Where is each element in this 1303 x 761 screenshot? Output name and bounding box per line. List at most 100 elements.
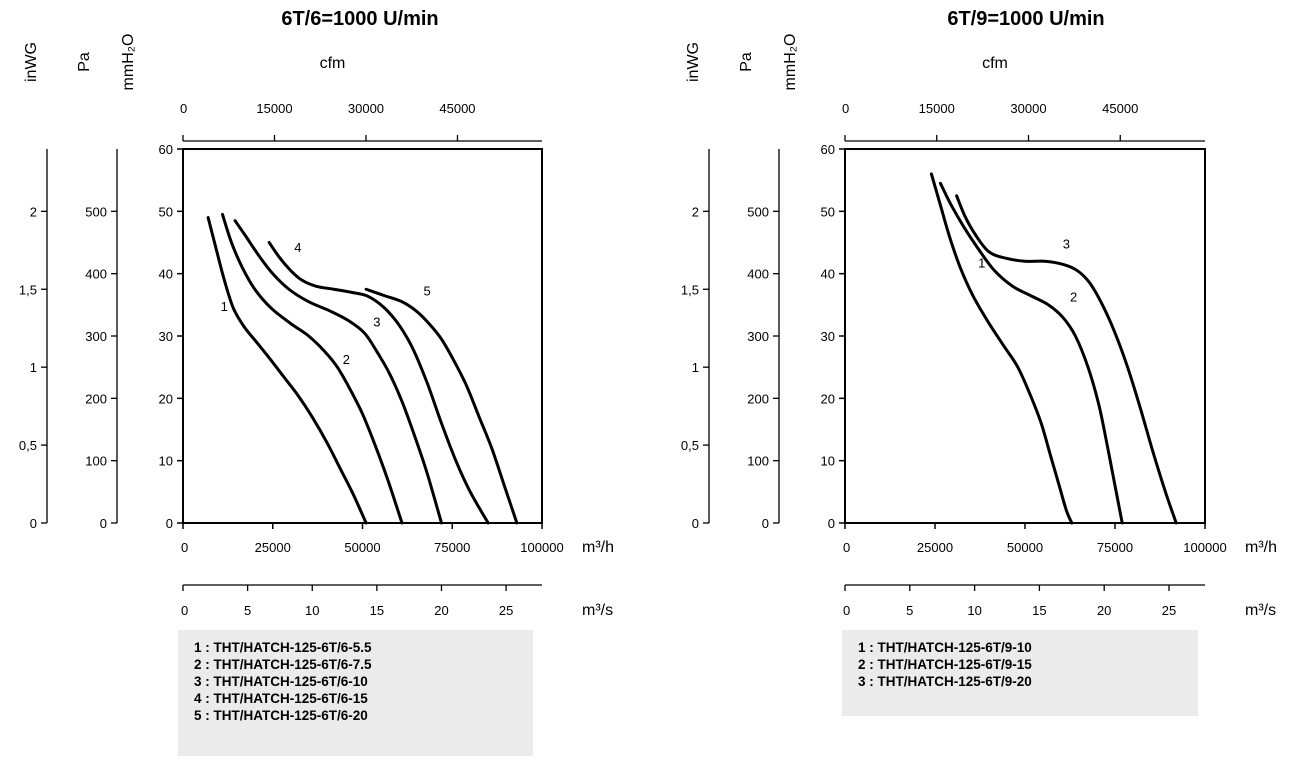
legend-item: 2 : THT/HATCH-125-6T/6-7.5 (194, 657, 372, 672)
x-tick-label: 25000 (917, 540, 953, 555)
pa-tick-label: 500 (747, 204, 769, 219)
m3s-tick-label: 20 (434, 603, 448, 618)
mmh2o-axis-label: mmH₂O (782, 34, 799, 91)
legend-item: 3 : THT/HATCH-125-6T/6-10 (194, 674, 368, 689)
pa-tick-label: 0 (100, 516, 107, 531)
m3s-tick-label: 20 (1097, 603, 1111, 618)
curve-3 (233, 219, 443, 525)
cfm-tick-label: 0 (842, 101, 849, 116)
chart-title: 6T/9=1000 U/min (947, 8, 1104, 30)
cfm-axis-label: cfm (982, 55, 1008, 72)
legend-item: 5 : THT/HATCH-125-6T/6-20 (194, 708, 368, 723)
inwg-axis-label: inWG (685, 42, 702, 82)
pa-tick-label: 100 (85, 454, 107, 469)
x-tick-label: 75000 (434, 540, 470, 555)
y-tick-label: 60 (159, 142, 173, 157)
pa-tick-label: 400 (85, 267, 107, 282)
m3h-unit-label: m³/h (582, 539, 614, 556)
pa-tick-label: 400 (747, 267, 769, 282)
m3s-tick-label: 15 (370, 603, 384, 618)
y-tick-label: 20 (821, 391, 835, 406)
x-tick-label: 75000 (1097, 540, 1133, 555)
plot-frame (182, 148, 543, 524)
m3s-tick-label: 5 (906, 603, 913, 618)
y-tick-label: 30 (159, 329, 173, 344)
y-tick-label: 40 (821, 267, 835, 282)
m3s-unit-label: m³/s (582, 602, 613, 619)
cfm-tick-label: 30000 (348, 101, 384, 116)
inwg-tick-label: 2 (692, 204, 699, 219)
y-tick-label: 10 (159, 454, 173, 469)
legend-right: 1 : THT/HATCH-125-6T/9-10 2 : THT/HATCH-1… (842, 630, 1198, 716)
cfm-tick-label: 15000 (919, 101, 955, 116)
y-tick-label: 50 (159, 204, 173, 219)
y-tick-label: 30 (821, 329, 835, 344)
inwg-tick-label: 1 (692, 360, 699, 375)
m3s-tick-label: 25 (1162, 603, 1176, 618)
curve-label-2: 2 (343, 352, 350, 367)
y-tick-label: 50 (821, 204, 835, 219)
y-tick-label: 20 (159, 391, 173, 406)
curve-label-1: 1 (221, 299, 228, 314)
m3s-tick-label: 25 (499, 603, 513, 618)
curve-label-1: 1 (978, 255, 985, 270)
legend-item: 2 : THT/HATCH-125-6T/9-15 (858, 657, 1032, 672)
cfm-tick-label: 45000 (439, 101, 475, 116)
pa-axis-label: Pa (76, 52, 93, 72)
curve-label-2: 2 (1070, 290, 1077, 305)
curve-label-4: 4 (294, 240, 301, 255)
pa-axis-label: Pa (738, 52, 755, 72)
x-tick-label: 100000 (520, 540, 563, 555)
curve-label-3: 3 (1063, 237, 1070, 252)
curve-1 (929, 172, 1074, 525)
inwg-tick-label: 1 (30, 360, 37, 375)
x-tick-label: 0 (181, 540, 188, 555)
y-tick-label: 60 (821, 142, 835, 157)
legend-left: 1 : THT/HATCH-125-6T/6-5.5 2 : THT/HATCH-… (178, 630, 533, 756)
pa-tick-label: 0 (762, 516, 769, 531)
plot-frame (844, 148, 1206, 524)
pa-tick-label: 300 (85, 329, 107, 344)
m3s-tick-label: 10 (305, 603, 319, 618)
legend-item: 4 : THT/HATCH-125-6T/6-15 (194, 691, 368, 706)
curve-2 (938, 181, 1124, 525)
m3s-unit-label: m³/s (1245, 602, 1276, 619)
inwg-tick-label: 0,5 (681, 438, 699, 453)
inwg-tick-label: 2 (30, 204, 37, 219)
cfm-tick-label: 15000 (256, 101, 292, 116)
chart-title: 6T/6=1000 U/min (281, 8, 438, 30)
pa-tick-label: 500 (85, 204, 107, 219)
x-tick-label: 50000 (344, 540, 380, 555)
y-tick-label: 10 (821, 454, 835, 469)
m3s-tick-label: 15 (1032, 603, 1046, 618)
curve-2 (220, 212, 404, 525)
cfm-tick-label: 0 (180, 101, 187, 116)
inwg-tick-label: 0 (30, 516, 37, 531)
pa-tick-label: 200 (747, 391, 769, 406)
legend-item: 1 : THT/HATCH-125-6T/9-10 (858, 640, 1032, 655)
cfm-tick-label: 45000 (1102, 101, 1138, 116)
inwg-tick-label: 0,5 (19, 438, 37, 453)
legend-item: 3 : THT/HATCH-125-6T/9-20 (858, 674, 1032, 689)
inwg-axis-label: inWG (23, 42, 40, 82)
y-tick-label: 0 (828, 516, 835, 531)
y-tick-label: 0 (166, 516, 173, 531)
mmh2o-axis-label: mmH₂O (120, 34, 137, 91)
inwg-tick-label: 0 (692, 516, 699, 531)
m3h-unit-label: m³/h (1245, 539, 1277, 556)
inwg-tick-label: 1,5 (681, 282, 699, 297)
x-tick-label: 0 (843, 540, 850, 555)
pa-tick-label: 100 (747, 454, 769, 469)
y-tick-label: 40 (159, 267, 173, 282)
curve-5 (364, 287, 519, 525)
cfm-axis-label: cfm (320, 55, 346, 72)
curve-3 (955, 194, 1178, 525)
curve-label-3: 3 (373, 315, 380, 330)
curve-4 (267, 241, 490, 525)
curve-label-5: 5 (424, 283, 431, 298)
m3s-tick-label: 5 (244, 603, 251, 618)
